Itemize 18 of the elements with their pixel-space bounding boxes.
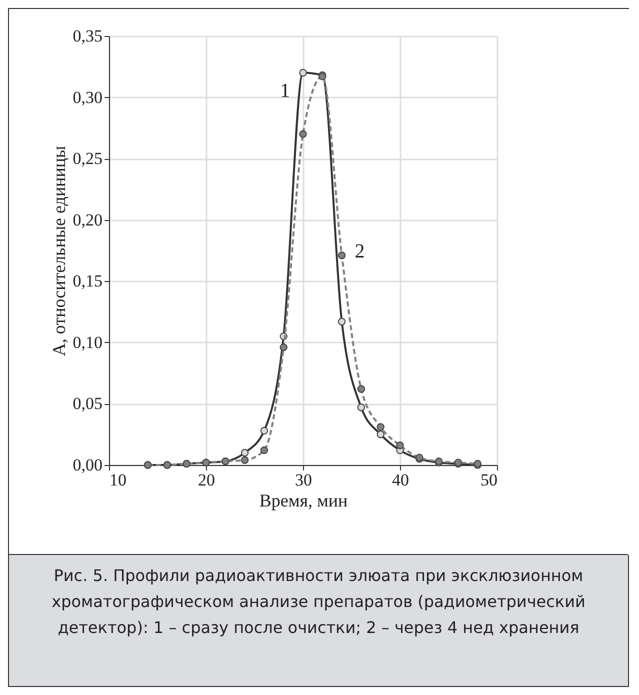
x-tick-label: 30	[295, 470, 312, 490]
series-label: 2	[354, 240, 365, 262]
text: Рис. 5. Профили радиоактивности элюата при эксклюзионном хроматографическом анализе препаратов (радиометрический детектор): 1 – сразу после очистки; 2 – через 4 нед хранения	[50, 565, 586, 639]
x-axis-title: Время, мин	[259, 490, 348, 510]
y-tick-label: 0,00	[72, 456, 102, 474]
x-tick-label: 50	[480, 470, 498, 490]
y-tick-label: 0,05	[72, 394, 102, 414]
y-tick-label: 0,30	[72, 88, 102, 107]
x-tick-label: 10	[110, 470, 126, 490]
y-tick-label: 0,25	[72, 149, 102, 168]
x-tick-label: 20	[198, 470, 215, 490]
y-tick-label: 0,35	[72, 26, 102, 46]
series-label: 1	[280, 80, 290, 102]
y-tick-label: 0,10	[72, 332, 102, 352]
y-axis-title: А, относительные единицы	[48, 146, 69, 356]
y-tick-label: 0,15	[72, 272, 102, 291]
x-tick-label: 40	[392, 470, 409, 490]
y-tick-label: 0,20	[72, 210, 102, 230]
